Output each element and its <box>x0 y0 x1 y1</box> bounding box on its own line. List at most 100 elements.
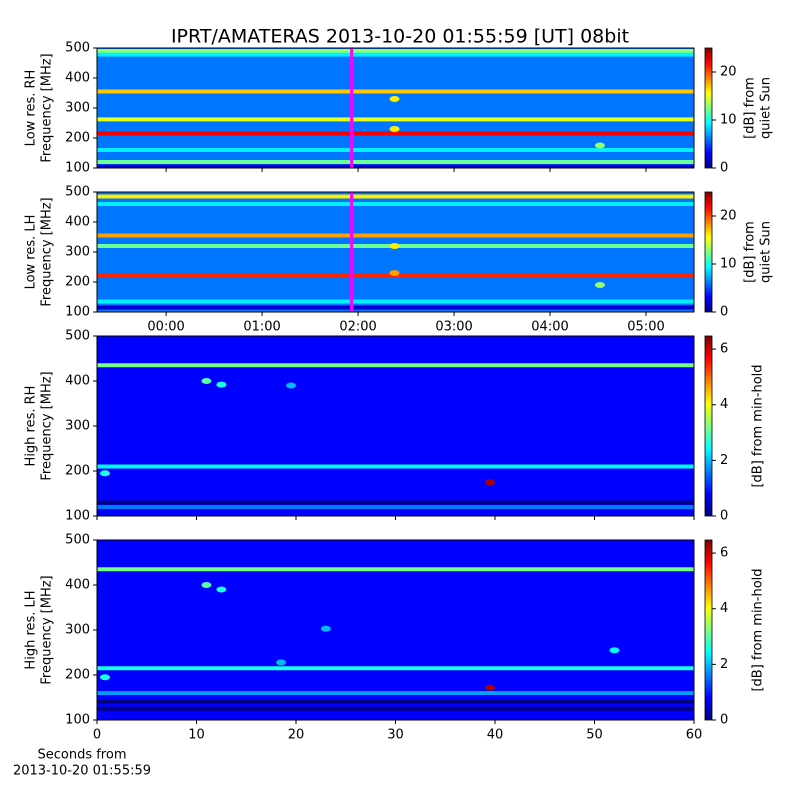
band <box>97 89 694 94</box>
x-tick-label: 30 <box>387 728 404 743</box>
spot <box>609 647 620 654</box>
x-tick-label: 00:00 <box>147 320 184 335</box>
band <box>97 117 694 122</box>
x-tick-label: 50 <box>586 728 603 743</box>
colorbar-label: [dB] from <box>743 77 758 139</box>
x-tick-label: 40 <box>487 728 504 743</box>
colorbar-tick-label: 6 <box>720 546 728 561</box>
y-tick-label: 100 <box>65 713 90 728</box>
band <box>97 706 694 711</box>
band <box>97 500 694 505</box>
colorbar <box>704 539 713 721</box>
band <box>97 194 694 199</box>
y-axis-label: Low res. RH <box>24 70 39 147</box>
y-tick-label: 200 <box>65 668 90 683</box>
spot <box>485 684 496 691</box>
band <box>97 202 694 206</box>
heatmap-background <box>97 192 694 312</box>
spot <box>389 243 400 249</box>
y-tick-label: 400 <box>65 71 90 86</box>
spot <box>594 142 605 149</box>
y-tick-label: 200 <box>65 464 90 479</box>
spot <box>389 96 400 102</box>
spot <box>216 586 227 593</box>
band <box>97 274 694 278</box>
colorbar-tick-label: 6 <box>720 342 728 357</box>
colorbar-tick-label: 20 <box>720 209 737 224</box>
spot <box>594 282 605 288</box>
y-tick-label: 500 <box>65 41 90 56</box>
colorbar-tick-label: 10 <box>720 257 737 272</box>
y-tick-label: 400 <box>65 578 90 593</box>
y-axis-label: High res. RH <box>24 386 39 467</box>
spot <box>99 674 110 681</box>
band <box>97 160 694 164</box>
band <box>97 164 694 168</box>
colorbar-label: [dB] from <box>743 221 758 283</box>
x-tick-label: 04:00 <box>531 320 568 335</box>
y-axis-label: High res. LH <box>24 590 39 669</box>
spot <box>99 470 110 477</box>
x-tick-label: 01:00 <box>243 320 280 335</box>
band <box>97 233 694 238</box>
y-tick-label: 100 <box>65 305 90 320</box>
colorbar-label: [dB] from min-hold <box>751 568 766 691</box>
x-tick-label: 03:00 <box>435 320 472 335</box>
y-tick-label: 300 <box>65 623 90 638</box>
spot <box>320 625 331 632</box>
band <box>97 52 694 57</box>
x-tick-label: 60 <box>686 728 703 743</box>
colorbar-tick-label: 4 <box>720 397 728 412</box>
y-axis-label: Frequency [MHz] <box>40 575 55 684</box>
y-tick-label: 500 <box>65 533 90 548</box>
y-tick-label: 400 <box>65 374 90 389</box>
band <box>97 691 694 695</box>
y-tick-label: 300 <box>65 245 90 260</box>
colorbar-tick-label: 0 <box>720 305 728 320</box>
heatmap-background <box>97 336 694 516</box>
heatmap <box>97 192 694 312</box>
spot <box>485 479 496 486</box>
heatmap <box>97 336 694 516</box>
x-tick-label: 0 <box>93 728 101 743</box>
band <box>97 666 694 671</box>
heatmap <box>97 48 694 168</box>
y-tick-label: 300 <box>65 419 90 434</box>
colorbar-tick-label: 20 <box>720 65 737 80</box>
colorbar-tick-label: 0 <box>720 161 728 176</box>
x-tick-label: 02:00 <box>339 320 376 335</box>
y-tick-label: 500 <box>65 329 90 344</box>
x-tick-label: 10 <box>188 728 205 743</box>
spot <box>286 382 297 389</box>
colorbar-tick-label: 10 <box>720 113 737 128</box>
y-axis-label: Frequency [MHz] <box>40 53 55 162</box>
colorbar-label: [dB] from min-hold <box>751 364 766 487</box>
y-tick-label: 500 <box>65 185 90 200</box>
y-tick-label: 200 <box>65 131 90 146</box>
spot <box>201 582 212 588</box>
spot <box>389 270 400 276</box>
colorbar <box>704 335 713 517</box>
colorbar-tick-label: 4 <box>720 601 728 616</box>
y-tick-label: 200 <box>65 275 90 290</box>
spot <box>216 381 227 388</box>
y-tick-label: 300 <box>65 101 90 116</box>
band <box>97 700 694 704</box>
colorbar-tick-label: 2 <box>720 657 728 672</box>
band <box>97 567 694 572</box>
band <box>97 363 694 368</box>
spot <box>201 378 212 384</box>
spot <box>389 126 400 132</box>
colorbar-tick-label: 0 <box>720 509 728 524</box>
y-axis-label: Frequency [MHz] <box>40 371 55 480</box>
colorbar <box>704 191 713 313</box>
colorbar-tick-label: 2 <box>720 453 728 468</box>
heatmap <box>97 540 694 720</box>
y-axis-label: Frequency [MHz] <box>40 197 55 306</box>
y-tick-label: 400 <box>65 215 90 230</box>
x-axis-label: Seconds from <box>37 748 126 763</box>
y-tick-label: 100 <box>65 161 90 176</box>
colorbar-label: quiet Sun <box>759 221 774 283</box>
band <box>97 131 694 136</box>
